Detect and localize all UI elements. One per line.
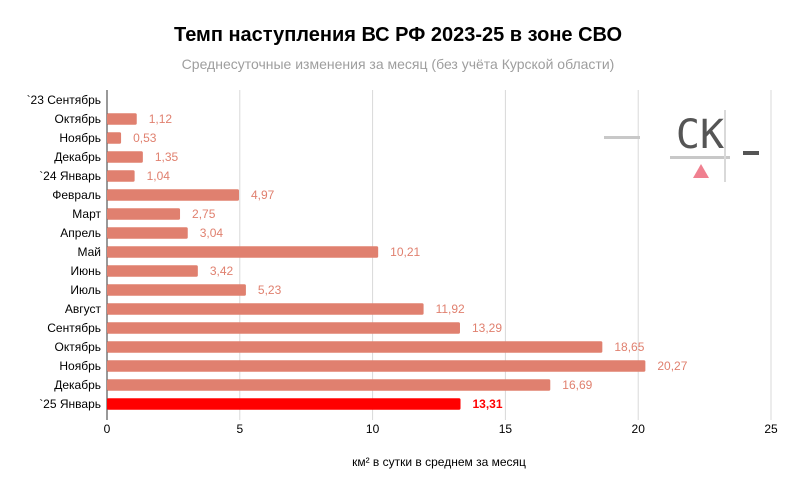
data-label: 1,35 — [155, 150, 179, 164]
category-label: `24 Январь — [39, 169, 101, 183]
logo-dash-left — [604, 136, 640, 139]
category-label: `25 Январь — [39, 397, 101, 411]
bar — [107, 379, 551, 391]
chart-subtitle: Среднесуточные изменения за месяц (без у… — [181, 56, 615, 72]
category-label: Август — [65, 302, 102, 316]
category-label: Март — [72, 207, 101, 221]
bar — [107, 303, 424, 315]
bar — [107, 360, 646, 372]
data-label: 5,23 — [258, 283, 282, 297]
x-axis-label: км² в сутки в среднем за месяц — [352, 455, 526, 469]
bar — [107, 170, 135, 182]
category-label: Апрель — [60, 226, 101, 240]
x-tick-label: 5 — [236, 422, 243, 436]
bar — [107, 246, 379, 258]
x-tick-label: 0 — [104, 422, 111, 436]
x-tick-labels: 0 5 10 15 20 25 — [104, 422, 778, 436]
data-label: 4,97 — [251, 188, 275, 202]
data-label: 0,53 — [133, 131, 157, 145]
data-label: 13,31 — [473, 397, 503, 411]
category-label: `23 Сентябрь — [27, 93, 101, 107]
data-label: 1,04 — [147, 169, 171, 183]
category-label: Октябрь — [54, 112, 101, 126]
logo-underline — [670, 156, 730, 159]
data-label: 1,12 — [149, 112, 173, 126]
x-tick-label: 15 — [499, 422, 513, 436]
logo-text: СК — [676, 112, 724, 158]
bar — [107, 341, 603, 353]
category-label: Май — [77, 245, 101, 259]
bar — [107, 132, 122, 144]
bar — [107, 151, 143, 163]
category-label: Декабрь — [54, 150, 101, 164]
watermark-logo: СК — [600, 110, 765, 185]
category-labels: `23 Сентябрь Октябрь Ноябрь Декабрь `24 Янва… — [27, 93, 102, 411]
data-label: 18,65 — [614, 340, 644, 354]
bars-layer: 1,12 0,53 1,35 1,04 4,97 2,75 3,04 10,21 3,42 5,2… — [107, 112, 688, 411]
logo-dash-right — [743, 151, 759, 155]
data-label: 13,29 — [472, 321, 502, 335]
category-label: Октябрь — [54, 340, 101, 354]
bar — [107, 208, 181, 220]
category-label: Ноябрь — [59, 131, 101, 145]
data-label: 10,21 — [390, 245, 420, 259]
data-label: 11,92 — [436, 302, 465, 316]
category-label: Февраль — [52, 188, 101, 202]
bar — [107, 284, 246, 296]
x-tick-label: 20 — [632, 422, 646, 436]
triangle-icon — [693, 164, 709, 178]
category-label: Сентябрь — [47, 321, 101, 335]
logo-gridline — [724, 110, 726, 182]
bar — [107, 265, 198, 277]
bar — [107, 227, 188, 239]
data-label: 3,04 — [200, 226, 224, 240]
chart-title: Темп наступления ВС РФ 2023-25 в зоне СВ… — [173, 24, 623, 46]
data-label: 3,42 — [210, 264, 234, 278]
bar — [107, 189, 240, 201]
bar — [107, 113, 137, 125]
category-label: Ноябрь — [59, 359, 101, 373]
bar — [107, 322, 460, 334]
bar-highlight — [107, 398, 461, 410]
data-label: 16,69 — [562, 378, 592, 392]
data-label: 20,27 — [657, 359, 687, 373]
x-tick-label: 10 — [366, 422, 380, 436]
category-label: Июль — [70, 283, 101, 297]
x-tick-label: 25 — [764, 422, 778, 436]
data-label: 2,75 — [192, 207, 216, 221]
category-label: Декабрь — [54, 378, 101, 392]
category-label: Июнь — [70, 264, 101, 278]
